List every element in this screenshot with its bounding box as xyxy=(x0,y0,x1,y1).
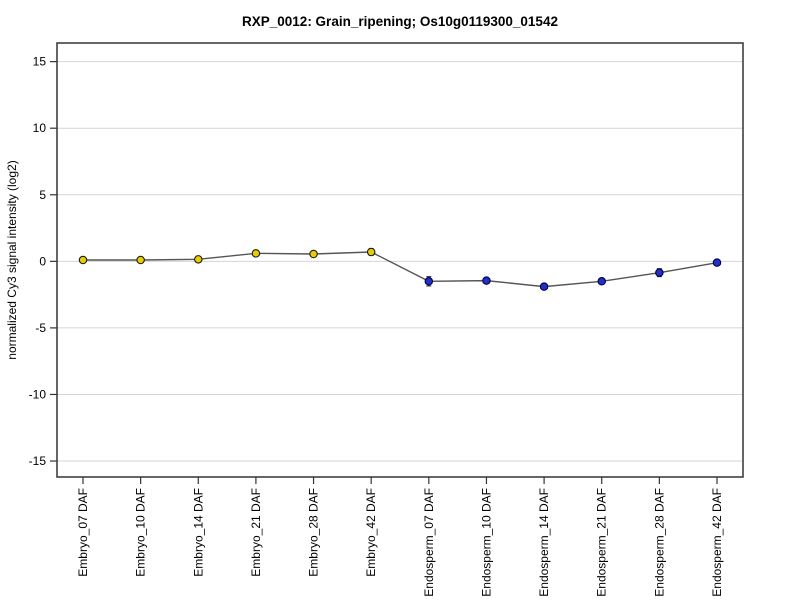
data-point-embryo xyxy=(309,249,318,259)
x-tick-label: Endosperm_10 DAF xyxy=(479,488,493,597)
x-tick-label: Embryo_42 DAF xyxy=(364,488,378,577)
y-tick-label: 10 xyxy=(33,121,47,135)
data-point-endosperm xyxy=(655,268,664,277)
x-tick-label: Embryo_21 DAF xyxy=(249,488,263,577)
data-point-endosperm xyxy=(424,277,434,286)
x-tick-label: Endosperm_28 DAF xyxy=(652,488,666,597)
x-tick-label: Embryo_10 DAF xyxy=(134,488,148,577)
x-tick-label: Embryo_28 DAF xyxy=(307,488,321,577)
x-tick-label: Embryo_07 DAF xyxy=(76,488,90,577)
x-tick-label: Endosperm_14 DAF xyxy=(537,488,551,597)
data-point-endosperm xyxy=(539,282,549,291)
y-tick-label: -15 xyxy=(29,454,47,468)
data-point-embryo xyxy=(194,255,203,264)
data-point-embryo xyxy=(366,247,376,257)
plot-area: -15 -10 -5 0 5 10 15 Embryo_07 DAF Embryo_10 DAF… xyxy=(29,42,744,597)
x-tick-label: Embryo_14 DAF xyxy=(191,488,205,577)
data-point-embryo xyxy=(251,249,261,258)
y-tick-label: 0 xyxy=(39,254,46,268)
x-tick-label: Endosperm_42 DAF xyxy=(710,488,724,597)
data-point-endosperm xyxy=(597,277,606,286)
plot-frame xyxy=(56,42,744,478)
data-point-endosperm xyxy=(712,258,722,267)
y-tick-label: -5 xyxy=(35,321,46,335)
chart-title: RXP_0012: Grain_ripening; Os10g0119300_0… xyxy=(242,14,558,29)
x-tick-label: Endosperm_07 DAF xyxy=(422,488,436,597)
y-tick-label: -10 xyxy=(29,387,47,401)
y-tick-label: 5 xyxy=(39,188,46,202)
x-tick-label: Endosperm_21 DAF xyxy=(595,488,609,597)
y-axis-label: normalized Cy3 signal intensity (log2) xyxy=(5,160,19,359)
series-line xyxy=(83,251,718,288)
data-point-embryo xyxy=(136,255,145,265)
y-tick-label: 15 xyxy=(33,55,47,69)
data-point-embryo xyxy=(78,255,88,265)
data-point-endosperm xyxy=(482,276,491,285)
